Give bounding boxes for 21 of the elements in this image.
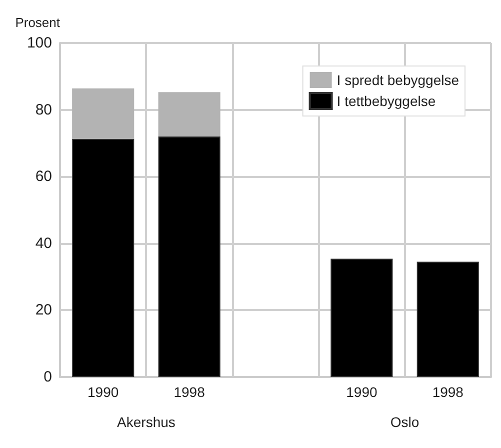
- y-tick-label: 0: [44, 368, 52, 386]
- bar: [72, 88, 134, 139]
- x-tick-label: 1990: [346, 384, 378, 400]
- bar: [330, 258, 393, 377]
- y-tick-label: 100: [26, 34, 52, 52]
- bar: [158, 136, 220, 377]
- y-tick-label: 20: [35, 302, 52, 319]
- text: Oslo: [390, 414, 420, 430]
- y-axis-title: Prosent: [15, 15, 60, 30]
- x-tick-label: 1990: [88, 384, 119, 400]
- legend-label: I tettbebyggelse: [336, 93, 436, 109]
- x-tick-label: 1998: [174, 384, 206, 400]
- bar: [72, 138, 134, 377]
- bar: [158, 92, 220, 137]
- y-tick-label: 60: [35, 168, 52, 186]
- bar: [416, 262, 479, 377]
- text: Akershus: [117, 414, 176, 430]
- x-tick-label: 1998: [432, 384, 464, 400]
- legend-label: I spredt bebyggelse: [336, 72, 460, 88]
- y-tick-label: 80: [35, 101, 52, 118]
- y-tick-label: 40: [35, 234, 52, 252]
